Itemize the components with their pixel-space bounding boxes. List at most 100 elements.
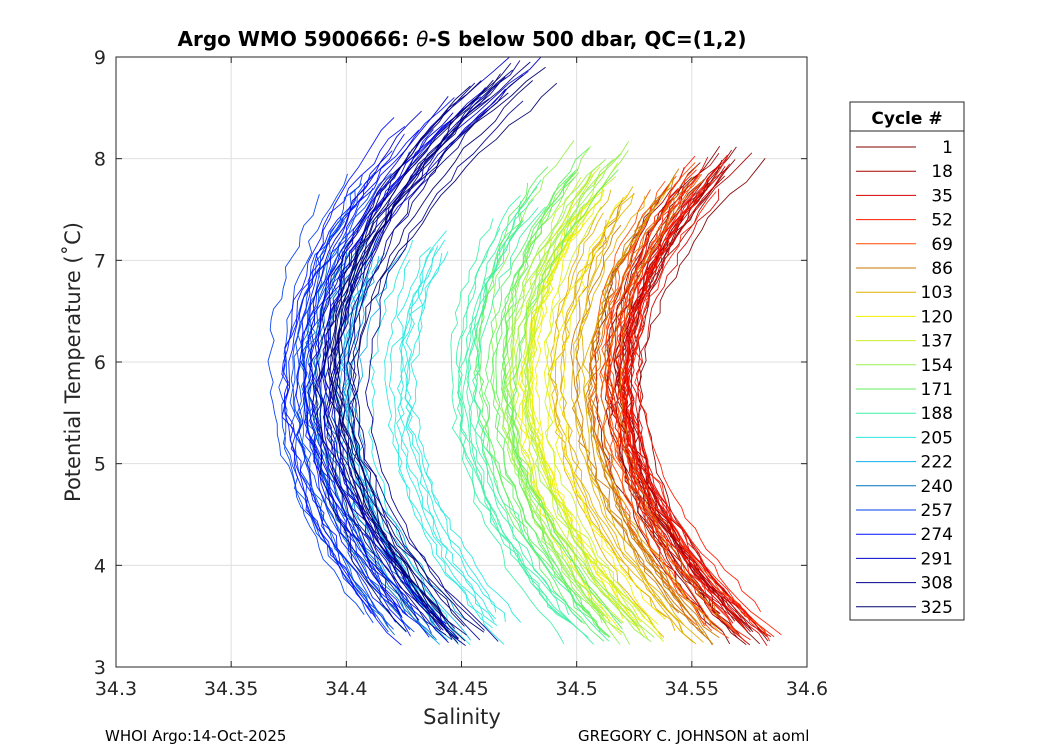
series-group: [267, 57, 782, 646]
series-154: [490, 140, 655, 645]
legend-title: Cycle #: [871, 109, 942, 129]
profile-line: [623, 191, 717, 626]
x-tick-label: 34.35: [204, 678, 258, 700]
legend-label: 325: [921, 598, 953, 618]
profile-line: [334, 61, 531, 636]
profile-line: [397, 230, 498, 626]
footer-left: WHOI Argo:14-Oct-2025: [105, 727, 287, 745]
profile-line: [502, 159, 607, 625]
profile-line: [534, 233, 642, 623]
profile-line: [605, 201, 767, 635]
profile-line: [634, 194, 762, 613]
profile-line: [466, 198, 583, 623]
profile-line: [559, 219, 704, 643]
profile-line: [621, 168, 763, 634]
profile-line: [396, 245, 497, 620]
profile-line: [329, 88, 506, 614]
profile-line: [346, 74, 524, 629]
legend-label: 69: [931, 235, 953, 255]
profile-line: [625, 165, 775, 638]
profile-line: [308, 187, 415, 633]
y-tick-label: 8: [94, 149, 106, 171]
legend-label: 1: [942, 138, 953, 158]
footer-right: GREGORY C. JOHNSON at aoml: [578, 727, 810, 745]
profile-line: [349, 80, 533, 622]
profile-line: [528, 210, 639, 624]
chart-title-prefix: Argo WMO 5900666:: [178, 27, 417, 51]
profile-line: [472, 186, 585, 625]
legend-label: 137: [921, 332, 953, 352]
series-171: [472, 147, 623, 642]
profile-line: [529, 162, 641, 631]
legend-label: 205: [921, 428, 953, 448]
profile-line: [404, 239, 497, 613]
profile-line: [590, 204, 689, 613]
profile-line: [278, 173, 374, 624]
profile-line: [587, 216, 691, 616]
profile-line: [384, 259, 493, 629]
x-tick-label: 34.3: [95, 678, 137, 700]
profile-line: [289, 173, 392, 633]
profile-line: [600, 178, 714, 645]
profile-line: [637, 158, 766, 635]
profile-line: [624, 169, 782, 636]
profile-line: [603, 185, 748, 632]
chart-title-suffix: -S below 500 dbar, QC=(1,2): [428, 27, 746, 51]
legend-label: 154: [921, 356, 953, 376]
profile-line: [574, 195, 684, 634]
profile-line: [599, 197, 729, 639]
profile-line: [462, 200, 564, 618]
profile-line: [630, 163, 755, 623]
profile-line: [473, 179, 610, 642]
profile-line: [547, 212, 667, 618]
x-tick-label: 34.45: [434, 678, 488, 700]
legend-label: 274: [921, 525, 953, 545]
legend-box: [849, 101, 965, 621]
profile-line: [314, 82, 476, 636]
legend: Cycle # 1 18 35 52 69 86 103 120 137 154 171 188 205…: [849, 101, 965, 621]
profile-line: [621, 159, 736, 645]
profile-line: [311, 126, 447, 616]
series-188: [450, 179, 610, 645]
profile-line: [529, 189, 663, 640]
profile-line: [606, 162, 704, 615]
profile-line: [455, 194, 595, 645]
legend-label: 222: [921, 453, 953, 473]
legend-label: 240: [921, 477, 953, 497]
profile-line: [484, 168, 605, 642]
x-tick-label: 34.5: [556, 678, 598, 700]
profile-line: [579, 210, 719, 632]
profile-line: [284, 129, 420, 646]
profile-line: [571, 192, 685, 626]
y-tick-label: 9: [94, 47, 106, 69]
legend-label: 171: [921, 380, 953, 400]
chart-title-theta: θ: [416, 27, 428, 51]
series-137: [509, 162, 664, 642]
profile-line: [450, 218, 589, 639]
profile-line: [494, 170, 610, 638]
profile-line: [560, 186, 694, 643]
profile-line: [300, 117, 419, 622]
profile-line: [523, 141, 639, 628]
profile-line: [330, 69, 513, 631]
profile-line: [511, 149, 629, 617]
profile-line: [309, 110, 447, 625]
y-tick-label: 4: [94, 555, 106, 577]
profile-line: [604, 173, 713, 632]
profile-line: [585, 175, 720, 639]
profile-line: [549, 189, 676, 631]
profile-line: [281, 126, 406, 623]
y-tick-label: 7: [94, 250, 106, 272]
profile-line: [478, 182, 601, 633]
profile-line: [543, 207, 666, 620]
profile-line: [281, 150, 393, 615]
profile-line: [401, 248, 522, 623]
x-tick-label: 34.4: [325, 678, 367, 700]
profile-line: [315, 66, 546, 632]
series-308: [314, 60, 524, 646]
profile-line: [509, 169, 619, 636]
series-103: [547, 178, 719, 645]
profile-line: [608, 165, 723, 631]
profile-line: [616, 155, 771, 642]
legend-label: 120: [921, 307, 953, 327]
